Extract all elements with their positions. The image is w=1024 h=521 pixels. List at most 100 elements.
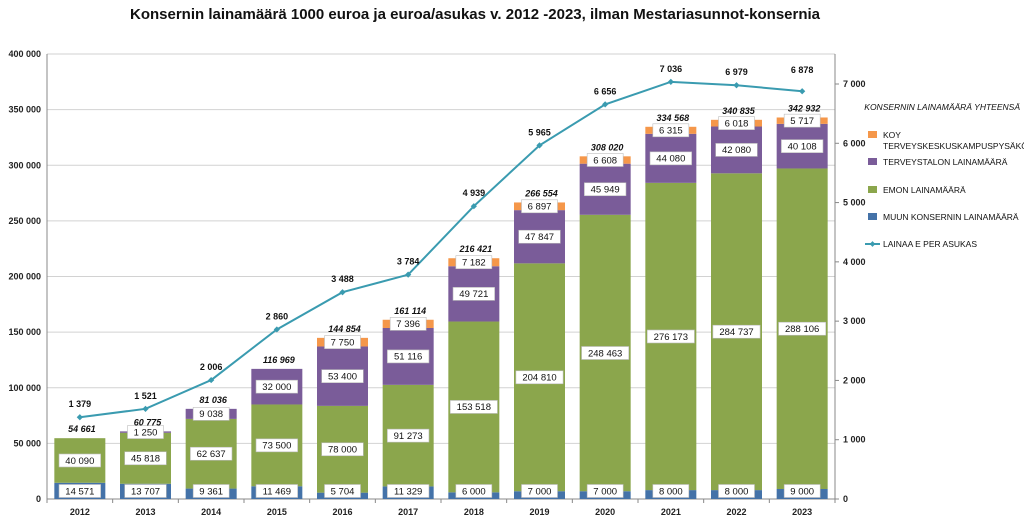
per-capita-marker: [667, 78, 674, 85]
segment-label: 13 707: [131, 486, 160, 497]
legend-title: KONSERNIN LAINAMÄÄRÄ YHTEENSÄ: [864, 102, 1020, 112]
segment-label: 45 949: [591, 185, 620, 196]
segment-label: 5 717: [790, 116, 814, 127]
per-capita-label: 2 006: [200, 362, 223, 372]
segment-label: 62 637: [197, 449, 226, 460]
per-capita-marker: [733, 82, 740, 89]
y-right-tick-label: 6 000: [843, 138, 866, 148]
per-capita-label: 7 036: [660, 64, 683, 74]
total-label: 342 932: [788, 103, 821, 113]
data-labels: 14 571 40 090 13 707 45 818 1 250 9 361 62 637…: [58, 64, 827, 498]
y-right-tick-label: 1 000: [843, 435, 866, 445]
legend-label: KOY: [883, 130, 901, 140]
per-capita-label: 2 860: [266, 311, 289, 321]
segment-label: 6 315: [659, 126, 683, 137]
segment-label: 6 000: [462, 486, 486, 497]
segment-label-box: [127, 425, 164, 439]
x-tick-label: 2017: [398, 507, 418, 517]
per-capita-marker: [339, 289, 346, 296]
x-tick-label: 2023: [792, 507, 812, 517]
segment-label-box: [783, 484, 821, 498]
segment-label-box: [449, 400, 498, 414]
per-capita-label: 6 656: [594, 86, 617, 96]
segment-label-box: [652, 123, 690, 138]
per-capita-polyline: [79, 80, 803, 419]
segment-label-box: [652, 484, 690, 498]
segment-label-box: [586, 153, 624, 167]
segment-label: 6 897: [528, 202, 552, 213]
legend-swatch: [868, 186, 877, 193]
x-tick-label: 2019: [529, 507, 549, 517]
segment-label: 204 810: [522, 373, 556, 384]
segment-label-box: [255, 484, 298, 498]
segment-label: 53 400: [328, 371, 357, 382]
per-capita-label: 1 379: [69, 399, 92, 409]
segment-label-box: [58, 484, 101, 498]
segment-label-box: [718, 116, 755, 130]
x-tick-label: 2020: [595, 507, 615, 517]
segment-label: 8 000: [725, 486, 749, 497]
segment-label-box: [321, 369, 364, 383]
segment-label-box: [581, 346, 630, 360]
segment-label: 14 571: [65, 486, 94, 497]
segment-label-box: [387, 484, 430, 498]
segment-label-box: [324, 335, 361, 349]
legend: KONSERNIN LAINAMÄÄRÄ YHTEENSÄ KOYTERVEYSK…: [864, 102, 1024, 249]
y-right-tick-label: 2 000: [843, 375, 866, 385]
segment-label: 73 500: [262, 441, 291, 452]
legend-label: MUUN KONSERNIN LAINAMÄÄRÄ: [883, 212, 1019, 222]
per-capita-label: 3 784: [397, 257, 420, 267]
segment-label-box: [518, 229, 561, 244]
per-capita-label: 6 979: [725, 67, 748, 77]
x-tick-label: 2015: [267, 507, 287, 517]
segment-label: 44 080: [656, 154, 685, 165]
segment-label: 40 108: [788, 141, 817, 152]
segment-label-box: [455, 255, 493, 270]
chart-title: Konsernin lainamäärä 1000 euroa ja euroa…: [130, 6, 821, 23]
segment-label: 276 173: [654, 332, 688, 343]
segment-label: 32 000: [262, 382, 291, 393]
legend-swatch: [868, 158, 877, 165]
y-left-tick-label: 50 000: [13, 438, 41, 448]
per-capita-marker: [799, 88, 806, 95]
segment-label: 91 273: [394, 431, 423, 442]
bars: [54, 117, 828, 499]
y-right-tick-label: 3 000: [843, 316, 866, 326]
total-label: 334 568: [657, 113, 690, 123]
total-label: 81 036: [199, 395, 228, 405]
legend-swatch: [868, 213, 877, 220]
total-label: 60 775: [134, 417, 163, 427]
x-tick-label: 2013: [135, 507, 155, 517]
x-tick-label: 2018: [464, 507, 484, 517]
segment-label: 1 250: [134, 427, 158, 438]
segment-label-box: [255, 438, 298, 453]
per-capita-marker: [208, 376, 215, 384]
per-capita-marker: [142, 405, 149, 412]
y-left-tick-label: 150 000: [8, 327, 41, 337]
segment-label-box: [124, 484, 167, 498]
gridlines: [47, 53, 835, 444]
total-label: 54 661: [68, 424, 96, 434]
segment-label-box: [452, 287, 495, 301]
y-left-tick-label: 350 000: [8, 105, 41, 115]
segment-label-box: [324, 484, 361, 498]
segment-label: 7 000: [593, 486, 617, 497]
segment-label-box: [521, 199, 558, 214]
segment-label: 45 818: [131, 454, 160, 465]
y-left-tick-label: 100 000: [8, 383, 41, 393]
segment-label-box: [584, 182, 627, 197]
segment-label: 49 721: [459, 289, 488, 300]
segment-label: 9 000: [790, 486, 814, 497]
y-right-tick-label: 7 000: [843, 79, 866, 89]
total-label: 340 835: [722, 106, 756, 116]
segment-label-box: [649, 151, 692, 166]
y-left-tick-label: 300 000: [8, 160, 41, 170]
segment-label-box: [58, 453, 101, 468]
segment-label-box: [586, 484, 624, 498]
segment-label: 7 182: [462, 258, 486, 269]
segment-label: 248 463: [588, 348, 622, 359]
segment-label: 51 116: [394, 352, 422, 363]
total-label: 308 020: [591, 142, 624, 152]
segment-label-box: [192, 407, 230, 421]
per-capita-label: 3 488: [331, 274, 354, 284]
